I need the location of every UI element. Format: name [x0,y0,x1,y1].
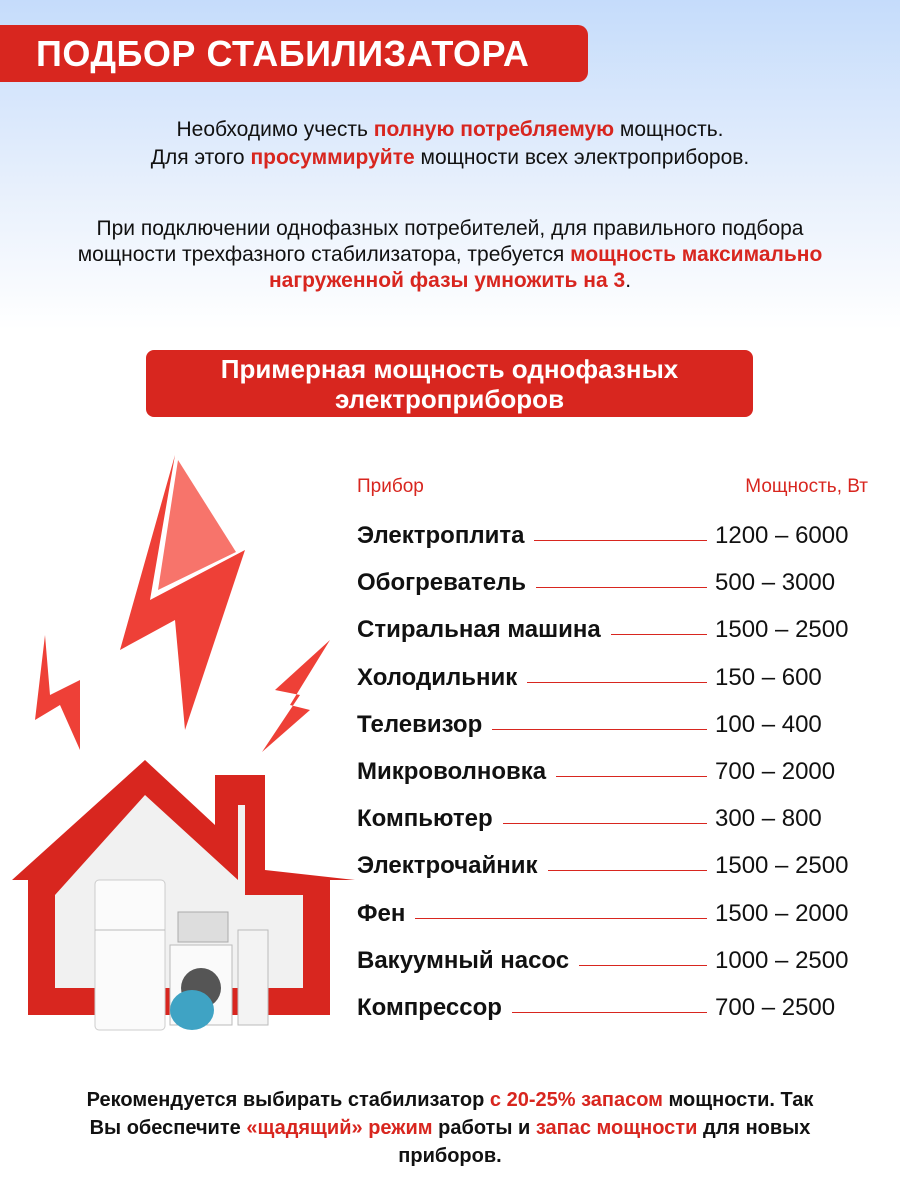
table-row: Обогреватель 500 – 3000 [357,559,872,606]
text: Необходимо учесть [176,118,374,141]
intro-paragraph-1: Необходимо учесть полную потребляемую мо… [40,116,860,172]
appliances-icon [94,879,269,1031]
text: мощность. [614,118,724,141]
highlight: просуммируйте [250,146,415,169]
table-row: Фен 1500 – 2000 [357,890,872,937]
table-row: Электрочайник 1500 – 2500 [357,842,872,889]
leader-line [547,869,707,872]
power-range: 700 – 2000 [715,757,836,785]
text: . [625,269,632,292]
table-row: Телевизор 100 – 400 [357,701,872,748]
text: работы и [432,1117,536,1139]
power-range: 150 – 600 [715,663,822,691]
leader-line [502,822,707,825]
lightning-bolt-icon [262,640,330,752]
device-name: Фен [357,899,406,927]
highlight: «щадящий» режим [246,1117,433,1139]
highlight: полную потребляемую [373,118,615,141]
device-name: Электрочайник [357,852,538,880]
subtitle-text: Примерная мощность однофазных электропри… [220,354,679,414]
illustration [12,455,355,1031]
text: Рекомендуется выбирать стабилизатор [86,1089,490,1111]
power-range: 500 – 3000 [715,569,836,597]
device-name: Компрессор [357,993,502,1021]
leader-line [511,1011,707,1013]
appliance-power-table: Прибор Мощность, Вт Электроплита 1200 – 6… [357,476,872,1031]
header-device: Прибор [357,476,424,497]
device-name: Телевизор [357,710,483,738]
highlight: мощность максимально нагруженной фазы ум… [268,243,823,292]
text: для новых приборов. [398,1117,811,1167]
device-name: Стиральная машина [357,616,601,644]
power-range: 1000 – 2500 [715,946,849,974]
power-range: 1500 – 2000 [715,899,849,927]
device-name: Компьютер [357,805,493,833]
device-name: Электроплита [357,522,525,549]
leader-line [556,775,707,777]
power-range: 1500 – 2500 [715,852,849,880]
recommendation-text: Рекомендуется выбирать стабилизатор с 20… [40,1086,860,1170]
power-range: 700 – 2500 [715,993,836,1021]
power-range: 300 – 800 [715,805,822,833]
leader-line [492,728,707,730]
device-name: Микроволновка [357,757,547,785]
section-subtitle: Примерная мощность однофазных электропри… [146,350,753,417]
device-name: Вакуумный насос [357,946,570,974]
table-row: Электроплита 1200 – 6000 [357,512,872,559]
leader-line [534,539,707,541]
table-row: Микроволновка 700 – 2000 [357,748,872,795]
highlight: запас мощности [535,1117,698,1139]
device-name: Обогреватель [357,569,527,597]
power-range: 1200 – 6000 [715,522,849,549]
intro-paragraph-2: При подключении однофазных потребителей,… [40,216,860,294]
leader-line [610,633,707,636]
power-range: 1500 – 2500 [715,616,849,644]
leader-line [527,681,707,683]
text: Для этого [150,146,251,169]
leader-line [536,586,707,589]
table-row: Вакуумный насос 1000 – 2500 [357,937,872,984]
header-power: Мощность, Вт [745,476,868,497]
page-title: ПОДБОР СТАБИЛИЗАТОРА [0,25,588,82]
power-range: 100 – 400 [715,710,822,738]
table-row: Холодильник 150 – 600 [357,654,872,701]
leader-line [415,917,707,919]
table-row: Компьютер 300 – 800 [357,795,872,842]
lightning-bolt-icon [120,455,245,730]
leader-line [579,964,707,966]
lightning-bolt-icon [35,635,80,750]
text: мощности. Так Вы обеспечите [89,1089,814,1139]
device-name: Холодильник [357,663,518,691]
table-row: Компрессор 700 – 2500 [357,984,872,1031]
text: мощности всех электроприборов. [414,146,750,169]
text: При подключении однофазных потребителей,… [77,217,804,266]
highlight: с 20-25% запасом [489,1089,663,1111]
table-row: Стиральная машина 1500 – 2500 [357,606,872,653]
table-header: Прибор Мощность, Вт [357,476,872,512]
